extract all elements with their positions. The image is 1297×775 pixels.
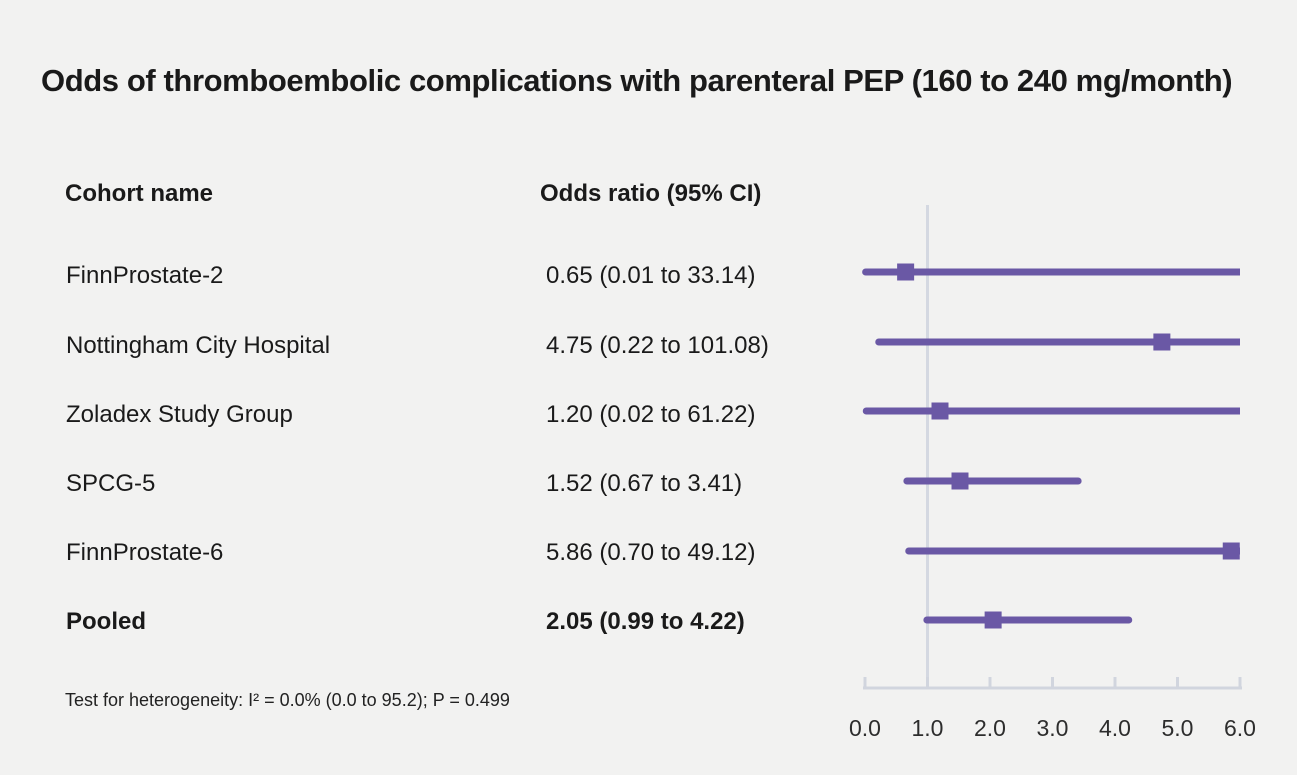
odds-ratio-value: 5.86 (0.70 to 49.12): [546, 539, 756, 566]
odds-ratio-marker: [1153, 333, 1171, 351]
cohort-name: SPCG-5: [66, 470, 156, 497]
x-tick-label: 1.0: [912, 715, 944, 741]
cohort-name: Nottingham City Hospital: [66, 332, 331, 359]
table-row: Nottingham City Hospital 4.75 (0.22 to 10…: [0, 329, 860, 363]
table-row: FinnProstate-6 5.86 (0.70 to 49.12): [0, 536, 860, 570]
ci-cap-high: [1074, 477, 1082, 485]
odds-ratio-marker: [951, 472, 969, 490]
column-header-cohort: Cohort name: [65, 180, 214, 207]
cohort-name: FinnProstate-2: [66, 262, 224, 289]
table-row-pooled: Pooled 2.05 (0.99 to 4.22): [0, 605, 860, 639]
ci-cap-low: [875, 338, 883, 346]
ci-cap-low: [862, 268, 870, 276]
heterogeneity-note: Test for heterogeneity: I² = 0.0% (0.0 t…: [65, 690, 510, 710]
table-row: Zoladex Study Group 1.20 (0.02 to 61.22): [0, 398, 860, 432]
ci-cap-low: [862, 407, 870, 415]
table-row: SPCG-5 1.52 (0.67 to 3.41): [0, 467, 860, 501]
cohort-name: Zoladex Study Group: [66, 401, 293, 428]
odds-ratio-value: 1.20 (0.02 to 61.22): [546, 401, 756, 428]
odds-ratio-value: 0.65 (0.01 to 33.14): [546, 262, 756, 289]
x-tick-label: 4.0: [1099, 715, 1131, 741]
column-header-odds-ratio: Odds ratio (95% CI): [540, 180, 762, 207]
odds-ratio-value: 2.05 (0.99 to 4.22): [546, 608, 745, 635]
x-tick-label: 3.0: [1037, 715, 1069, 741]
cohort-name: Pooled: [66, 608, 147, 635]
ci-cap-low: [923, 616, 931, 624]
odds-ratio-marker: [931, 402, 949, 420]
x-tick-label: 6.0: [1224, 715, 1256, 741]
ci-cap-high: [1125, 616, 1133, 624]
odds-ratio-marker: [897, 263, 915, 281]
x-tick-label: 2.0: [974, 715, 1006, 741]
odds-ratio-marker: [984, 611, 1002, 629]
cohort-name: FinnProstate-6: [66, 539, 224, 566]
table-row: FinnProstate-2 0.65 (0.01 to 33.14): [0, 259, 860, 293]
ci-cap-low: [903, 477, 911, 485]
odds-ratio-value: 4.75 (0.22 to 101.08): [546, 332, 769, 359]
odds-ratio-value: 1.52 (0.67 to 3.41): [546, 470, 743, 497]
ci-cap-low: [905, 547, 913, 555]
figure-title: Odds of thromboembolic complications wit…: [41, 63, 1233, 98]
x-tick-label: 0.0: [849, 715, 881, 741]
odds-ratio-marker: [1222, 542, 1240, 560]
x-tick-label: 5.0: [1162, 715, 1194, 741]
